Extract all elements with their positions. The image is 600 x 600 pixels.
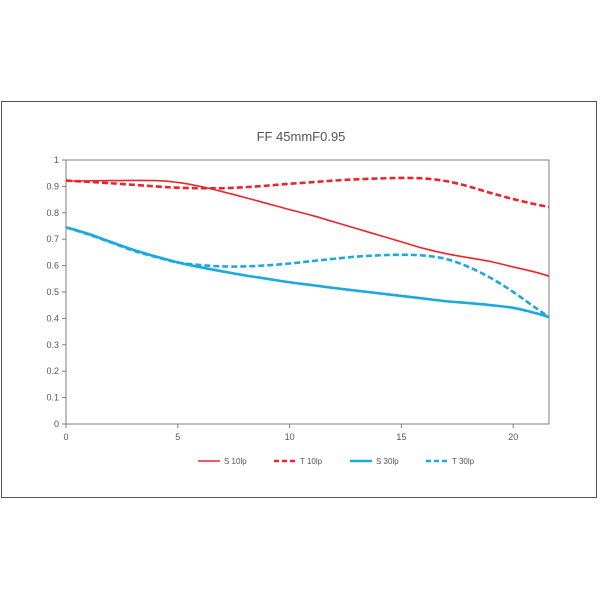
y-tick-label: 0 (54, 419, 59, 429)
x-tick-label: 20 (508, 432, 518, 442)
series-line-s-10lp (65, 179, 550, 277)
legend-label-s-10lp: S 10lp (224, 457, 247, 466)
plot-border (65, 159, 550, 425)
y-tick-label: 1 (54, 155, 59, 165)
y-tick-label: 0.4 (46, 313, 59, 323)
x-tick-label: 0 (63, 432, 68, 442)
series-line-t-30lp (65, 226, 550, 319)
x-tick-label: 10 (285, 432, 295, 442)
series-line-t-10lp (65, 176, 550, 209)
y-tick-label: 0.8 (46, 208, 59, 218)
y-tick-label: 0.2 (46, 366, 59, 376)
x-tick-label: 5 (175, 432, 180, 442)
y-tick-label: 0.5 (46, 287, 59, 297)
legend-label-s-30lp: S 30lp (376, 457, 399, 466)
y-tick-label: 0.6 (46, 261, 59, 271)
chart-title: FF 45mmF0.95 (257, 129, 346, 144)
mtf-chart: FF 45mmF0.95 0 0.1 0.2 0.3 0.4 0.5 0.6 0.7 0.8 0.… (46, 129, 550, 466)
y-tick-label: 0.3 (46, 340, 59, 350)
x-tick-label: 15 (396, 432, 406, 442)
plot-area: 00.10.20.30.40.50.60.70.80.910 5 10 15 20 (46, 155, 550, 442)
legend-label-t-30lp: T 30lp (452, 457, 475, 466)
y-tick-label: 0.7 (46, 234, 59, 244)
legend: S 10lp T 10lp S 30lp T 30lp (198, 457, 475, 466)
series-line-s-30lp (65, 226, 550, 319)
y-tick-label: 0.1 (46, 393, 59, 403)
y-tick-label: 0.9 (46, 181, 59, 191)
legend-label-t-10lp: T 10lp (300, 457, 323, 466)
chart-frame: FF 45mmF0.95 0 0.1 0.2 0.3 0.4 0.5 0.6 0.7 0.8 0.… (1, 101, 597, 498)
